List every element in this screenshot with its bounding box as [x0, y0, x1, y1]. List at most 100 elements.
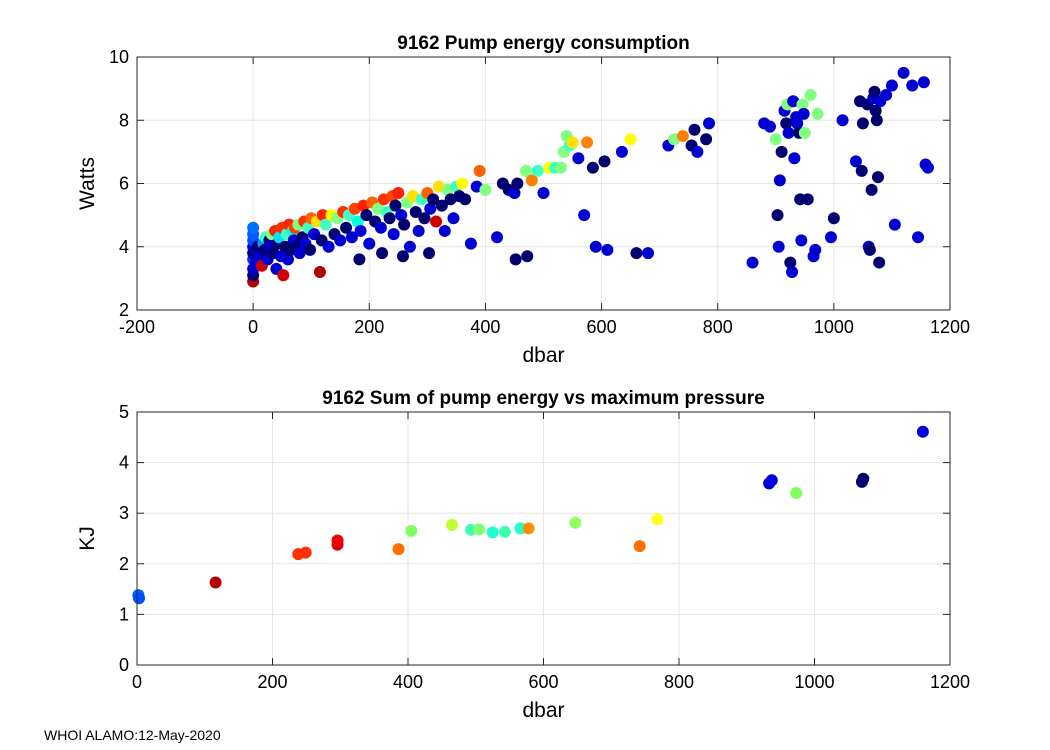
chart1-xtick-label-6: 1000 [814, 317, 854, 337]
chart2-point-1 [133, 592, 146, 605]
chart1-point-117 [531, 164, 544, 177]
chart2-point-6 [331, 534, 344, 547]
chart1-point-103 [459, 193, 472, 206]
chart2-ytick-label-1: 1 [119, 604, 129, 624]
chart1-point-79 [395, 209, 408, 222]
chart1-point-186 [868, 85, 881, 98]
chart1-point-71 [376, 247, 389, 260]
chart1-point-77 [389, 199, 402, 212]
chart1-point-96 [438, 224, 451, 237]
chart2-xtick-label-4: 800 [664, 672, 694, 692]
chart1-point-61 [351, 215, 364, 228]
chart1-point-160 [788, 152, 801, 165]
chart1-point-113 [511, 177, 524, 190]
chart1-point-195 [897, 66, 910, 79]
chart1-point-157 [784, 256, 797, 269]
chart2-xtick-label-0: 0 [132, 672, 142, 692]
chart1-point-127 [578, 209, 591, 222]
chart1-point-174 [824, 231, 837, 244]
chart2-ytick-label-0: 0 [119, 655, 129, 675]
chart1-point-86 [412, 224, 425, 237]
chart2-point-16 [569, 516, 582, 529]
chart1-point-30 [281, 253, 294, 266]
chart1-point-145 [746, 256, 759, 269]
chart1-point-78 [392, 186, 405, 199]
chart1-point-49 [316, 209, 329, 222]
chart1-xtick-label-1: 0 [248, 317, 258, 337]
chart1-point-179 [855, 164, 868, 177]
chart1-xtick-label-2: 200 [354, 317, 384, 337]
chart1-point-169 [801, 193, 814, 206]
chart2-point-20 [765, 474, 778, 487]
chart1-point-111 [508, 186, 521, 199]
chart1-point-193 [885, 79, 898, 92]
chart1-point-165 [795, 234, 808, 247]
chart1-point-63 [354, 224, 367, 237]
chart2-point-17 [633, 540, 646, 553]
chart1-ytick-label-3: 8 [119, 110, 129, 130]
chart2-point-13 [498, 525, 511, 538]
chart1-point-149 [771, 209, 784, 222]
chart1-point-95 [435, 199, 448, 212]
chart1-xtick-label-0: -200 [119, 317, 155, 337]
chart1-point-116 [525, 174, 538, 187]
chart1-point-184 [865, 183, 878, 196]
chart2-point-18 [651, 513, 664, 526]
chart1-point-62 [353, 253, 366, 266]
chart2-title: 9162 Sum of pump energy vs maximum press… [322, 388, 764, 409]
chart1-point-162 [791, 117, 804, 130]
footer-stamp: WHOI ALAMO:12-May-2020 [44, 727, 221, 743]
chart1-point-126 [572, 152, 585, 165]
chart1-title: 9162 Pump energy consumption [397, 33, 689, 54]
chart1-point-27 [277, 269, 290, 282]
chart1-ytick-label-2: 6 [119, 174, 129, 194]
chart1-xtick-label-7: 1200 [930, 317, 970, 337]
chart1-point-172 [809, 243, 822, 256]
chart2-xlabel: dbar [522, 699, 564, 722]
chart1-point-152 [775, 145, 788, 158]
chart1-point-166 [796, 98, 809, 111]
chart2-ytick-label-5: 5 [119, 402, 129, 422]
chart1-point-121 [554, 161, 567, 174]
chart2-point-21 [790, 486, 803, 499]
chart1-point-143 [700, 133, 713, 146]
chart1-point-188 [870, 114, 883, 127]
chart1-point-106 [473, 164, 486, 177]
chart1-point-148 [769, 133, 782, 146]
chart1-point-170 [804, 88, 817, 101]
chart1-point-59 [345, 231, 358, 244]
chart1-point-114 [520, 164, 533, 177]
chart1-point-133 [615, 145, 628, 158]
chart2-point-12 [486, 526, 499, 539]
chart2-point-2 [209, 576, 222, 589]
chart1-point-177 [849, 155, 862, 168]
chart1-point-80 [396, 250, 409, 263]
chart1-point-180 [856, 117, 869, 130]
chart1-xtick-label-3: 400 [470, 317, 500, 337]
chart1-point-196 [906, 79, 919, 92]
chart1-point-85 [409, 205, 422, 218]
chart1-point-168 [798, 126, 811, 139]
chart1-point-176 [836, 114, 849, 127]
chart2-point-23 [857, 472, 870, 485]
chart1-point-167 [797, 107, 810, 120]
chart1-ytick-label-4: 10 [109, 47, 129, 67]
chart1-point-50 [319, 218, 332, 231]
chart1-ylabel: Watts [76, 157, 99, 210]
energy-consumption-plot: -200 0 200 400 600 800 1000 1200 2 4 6 8 10 9162 Pump… [76, 33, 970, 367]
chart1-point-187 [869, 104, 882, 117]
chart1-xtick-label-4: 600 [587, 317, 617, 337]
chart1-point-200 [921, 161, 934, 174]
chart1-xlabel: dbar [522, 344, 564, 367]
chart1-point-151 [773, 174, 786, 187]
chart1-point-144 [703, 117, 716, 130]
chart1-point-150 [772, 240, 785, 253]
chart1-point-70 [374, 221, 387, 234]
chart1-point-192 [880, 88, 893, 101]
chart2-xtick-label-2: 400 [393, 672, 423, 692]
chart1-ytick-label-1: 4 [119, 237, 129, 257]
chart1-point-197 [912, 231, 925, 244]
chart1-point-142 [691, 145, 704, 158]
chart1-point-135 [630, 247, 643, 260]
